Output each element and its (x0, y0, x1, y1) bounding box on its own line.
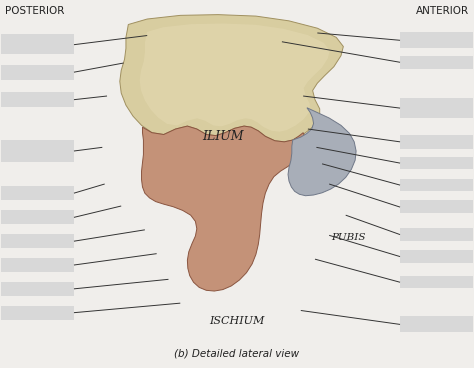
Bar (0, 186, 74, 201)
Bar (400, 98, 474, 118)
Bar (0, 65, 74, 79)
Text: PUBIS: PUBIS (331, 233, 365, 242)
Bar (400, 56, 474, 68)
Bar (400, 276, 474, 289)
Text: ISCHIUM: ISCHIUM (210, 316, 264, 326)
Bar (400, 135, 474, 149)
Bar (400, 201, 474, 213)
Text: ANTERIOR: ANTERIOR (415, 6, 469, 16)
Text: ILIUM: ILIUM (202, 130, 244, 143)
Polygon shape (288, 108, 356, 196)
Bar (0, 210, 74, 224)
Bar (0, 92, 74, 107)
Bar (400, 178, 474, 191)
Polygon shape (142, 126, 306, 291)
Text: POSTERIOR: POSTERIOR (5, 6, 65, 16)
Polygon shape (140, 24, 330, 132)
Polygon shape (120, 15, 343, 142)
Bar (0, 34, 74, 54)
Bar (400, 250, 474, 263)
Text: (b) Detailed lateral view: (b) Detailed lateral view (174, 348, 300, 358)
Bar (400, 32, 474, 48)
Bar (400, 228, 474, 241)
Bar (0, 140, 74, 162)
Bar (0, 258, 74, 272)
Bar (0, 306, 74, 320)
Bar (400, 156, 474, 169)
Bar (400, 316, 474, 332)
Bar (0, 234, 74, 248)
Bar (0, 282, 74, 296)
